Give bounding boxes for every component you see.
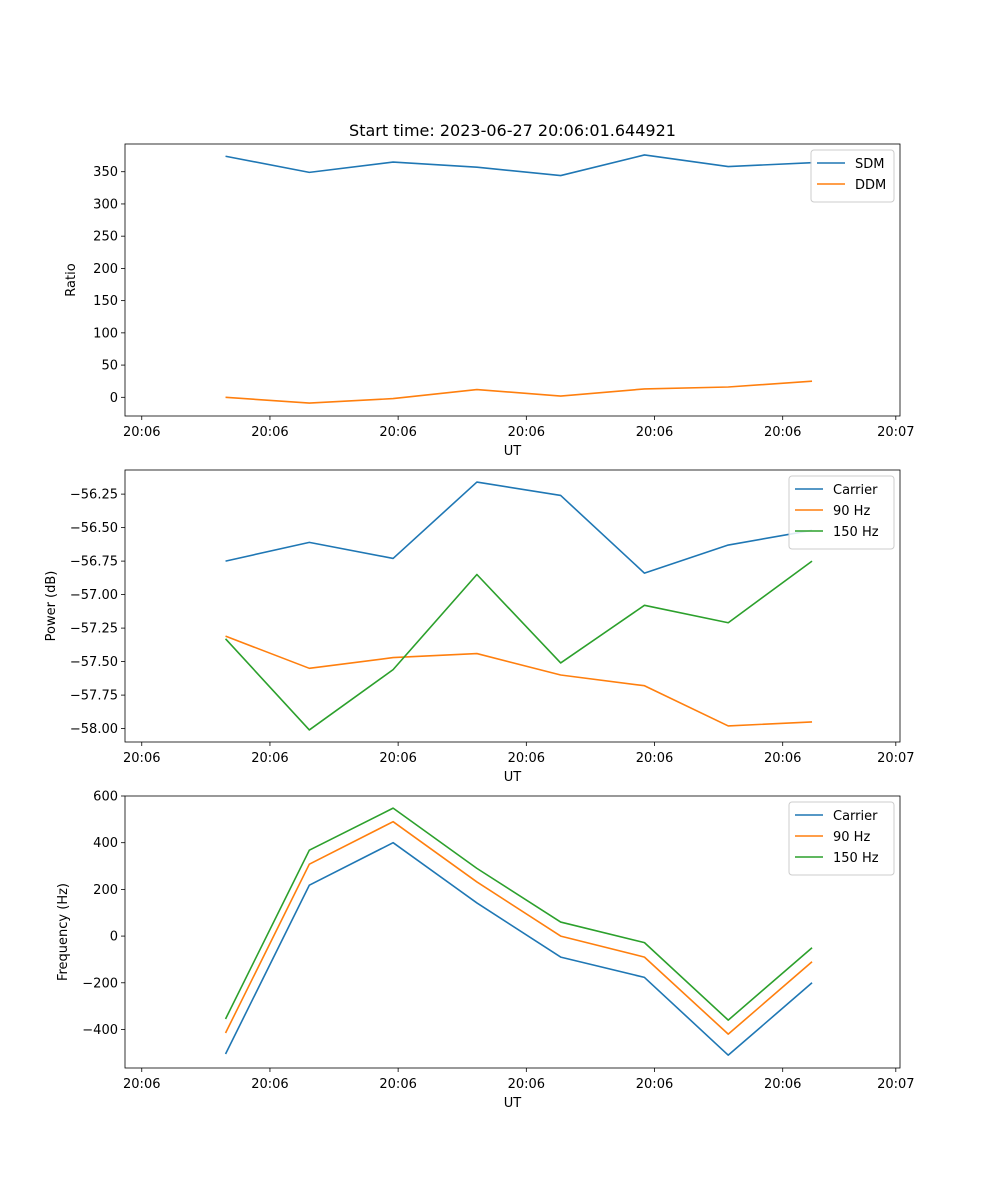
y-tick-label: 600 bbox=[93, 790, 118, 805]
series-line bbox=[224, 841, 813, 1056]
series-line bbox=[225, 481, 813, 574]
x-axis-label: UT bbox=[504, 444, 522, 459]
x-tick-label: 20:06 bbox=[508, 425, 545, 440]
x-tick-label: 20:06 bbox=[764, 751, 801, 766]
x-tick-label: 20:06 bbox=[764, 1077, 801, 1092]
x-tick-label: 20:06 bbox=[508, 751, 545, 766]
x-tick-label: 20:06 bbox=[123, 1077, 160, 1092]
series-line bbox=[225, 635, 813, 727]
y-tick-label: −58.00 bbox=[70, 722, 118, 737]
x-tick-label: 20:06 bbox=[636, 425, 673, 440]
series-line bbox=[225, 154, 813, 177]
legend-label: 150 Hz bbox=[833, 525, 879, 540]
series-line bbox=[224, 807, 813, 1021]
series-line bbox=[224, 820, 813, 1035]
y-axis-label: Frequency (Hz) bbox=[56, 883, 71, 981]
legend-label: Carrier bbox=[833, 809, 878, 824]
x-tick-label: 20:06 bbox=[251, 751, 288, 766]
y-tick-label: 0 bbox=[110, 930, 118, 945]
x-tick-label: 20:06 bbox=[123, 425, 160, 440]
y-tick-label: 100 bbox=[93, 326, 118, 341]
legend-label: 90 Hz bbox=[833, 830, 870, 845]
x-tick-label: 20:06 bbox=[764, 425, 801, 440]
x-tick-label: 20:06 bbox=[379, 1077, 416, 1092]
x-tick-label: 20:06 bbox=[123, 751, 160, 766]
y-tick-label: −56.75 bbox=[70, 555, 118, 570]
y-tick-label: −200 bbox=[82, 976, 118, 991]
x-tick-label: 20:06 bbox=[379, 751, 416, 766]
x-tick-label: 20:06 bbox=[251, 425, 288, 440]
y-tick-label: −57.00 bbox=[70, 588, 118, 603]
x-tick-label: 20:06 bbox=[379, 425, 416, 440]
chart-panel-2: 20:06 20:06 20:06 20:06 20:06 20:06 20:07 −58.0… bbox=[44, 469, 915, 785]
x-tick-label: 20:06 bbox=[508, 1077, 545, 1092]
y-tick-label: 400 bbox=[93, 836, 118, 851]
y-axis-label: Ratio bbox=[64, 263, 79, 296]
y-tick-label: −57.25 bbox=[70, 622, 118, 637]
x-tick-label: 20:06 bbox=[636, 1077, 673, 1092]
y-tick-label: 0 bbox=[110, 391, 118, 406]
x-tick-label: 20:07 bbox=[877, 425, 914, 440]
legend-label: 90 Hz bbox=[833, 504, 870, 519]
plot-frame bbox=[124, 143, 901, 417]
x-tick-label: 20:07 bbox=[877, 751, 914, 766]
legend-label: 150 Hz bbox=[833, 851, 879, 866]
chart-panel-1: 20:06 20:06 20:06 20:06 20:06 20:06 20:07 0 50 10… bbox=[64, 143, 915, 459]
legend-label: SDM bbox=[855, 157, 884, 172]
panels: 20:06 20:06 20:06 20:06 20:06 20:06 20:07 0 50 10… bbox=[44, 143, 915, 1112]
x-tick-label: 20:06 bbox=[251, 1077, 288, 1092]
plot-frame bbox=[124, 795, 901, 1069]
y-tick-label: 300 bbox=[93, 197, 118, 212]
y-tick-label: −57.50 bbox=[70, 655, 118, 670]
x-axis-label: UT bbox=[504, 1096, 522, 1111]
y-tick-label: −56.50 bbox=[70, 521, 118, 536]
x-tick-label: 20:06 bbox=[636, 751, 673, 766]
y-tick-label: −56.25 bbox=[70, 488, 118, 503]
y-tick-label: 150 bbox=[93, 294, 118, 309]
y-tick-label: 350 bbox=[93, 165, 118, 180]
y-tick-label: 50 bbox=[101, 359, 118, 374]
series-line bbox=[224, 560, 813, 731]
y-tick-label: 200 bbox=[93, 262, 118, 277]
legend-label: DDM bbox=[855, 178, 886, 193]
series-line bbox=[225, 380, 813, 404]
y-axis-label: Power (dB) bbox=[44, 571, 59, 642]
legend-label: Carrier bbox=[833, 483, 878, 498]
x-tick-label: 20:07 bbox=[877, 1077, 914, 1092]
chart-panel-3: 20:06 20:06 20:06 20:06 20:06 20:06 20:07 −400 −… bbox=[56, 790, 915, 1112]
x-axis-label: UT bbox=[504, 770, 522, 785]
plot-frame bbox=[124, 469, 901, 743]
y-tick-label: 250 bbox=[93, 230, 118, 245]
y-tick-label: −57.75 bbox=[70, 689, 118, 704]
y-tick-label: −400 bbox=[82, 1023, 118, 1038]
figure-title: Start time: 2023-06-27 20:06:01.644921 bbox=[349, 121, 676, 140]
y-tick-label: 200 bbox=[93, 883, 118, 898]
